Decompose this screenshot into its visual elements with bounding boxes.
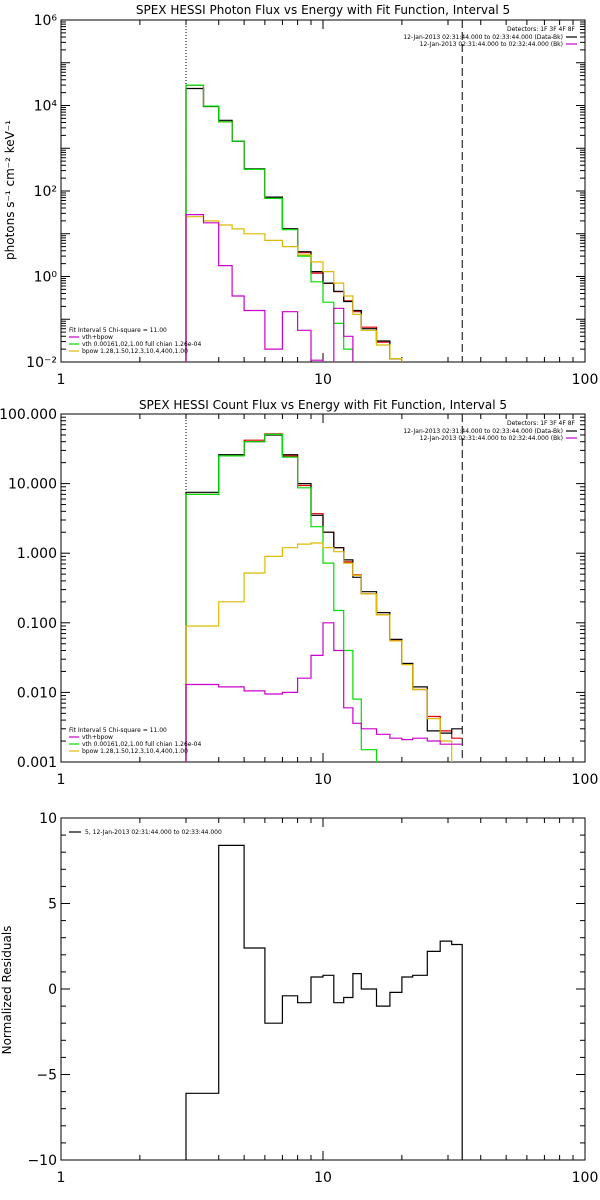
- x-tick-label: 1: [57, 1170, 66, 1186]
- fit-legend-entry: vth 0.00161,02,1.00 full chian 1.26e-04: [82, 341, 201, 348]
- y-tick-label: 10.000: [8, 477, 57, 493]
- fit-legend-entry: vth+bpow: [82, 734, 113, 741]
- legend-entry: 12-Jan-2013 02:31:44.000 to 02:33:44.000…: [403, 34, 563, 41]
- x-tick-label: 10: [314, 1170, 332, 1186]
- y-tick-label: −10: [27, 1153, 57, 1169]
- x-tick-label: 100: [572, 372, 599, 388]
- series-model-line: [185, 433, 463, 762]
- legend-entry: 12-Jan-2013 02:31:44.000 to 02:32:44.000…: [420, 435, 563, 442]
- y-tick-label: 10: [39, 811, 57, 827]
- series-data-line: [185, 434, 463, 762]
- series-bpow-line: [185, 542, 453, 762]
- count-flux-plot-area: 1 10 100 0.001 0.010 0.100 1.000 10.000 100.000 D…: [0, 407, 598, 788]
- y-tick-label: −5: [36, 1068, 57, 1084]
- x-tick-label: 10: [314, 372, 332, 388]
- legend-header: Detectors: 1F 3F 4F 8F: [507, 26, 576, 33]
- series-background-line: [185, 622, 463, 762]
- y-tick-label: 0.001: [17, 755, 57, 771]
- series-background-line: [185, 214, 354, 362]
- series-vth-line: [185, 84, 354, 362]
- axes-frame: [60, 413, 586, 763]
- series-vth-line: [185, 433, 378, 762]
- axes-frame: [60, 19, 586, 363]
- y-tick-label: 10⁰: [34, 270, 58, 286]
- x-tick-label: 100: [572, 1170, 599, 1186]
- photon-flux-ylabel: photons s⁻¹ cm⁻² keV⁻¹: [3, 120, 17, 260]
- photon-flux-plot-area: 1 10 100 10⁻² 10⁰ 10² 10⁴ 10⁶ Detectors: 1F 3F 4…: [26, 13, 598, 388]
- legend-header: Detectors: 1F 3F 4F 8F: [507, 420, 576, 427]
- count-flux-title: SPEX HESSI Count Flux vs Energy with Fit…: [139, 398, 507, 412]
- series-residuals-line: [185, 844, 463, 1160]
- x-tick-label: 1: [57, 772, 66, 788]
- residuals-panel: Normalized Residuals 1 10 100 −10 −5 0 5 10 5, 1…: [0, 811, 598, 1186]
- y-tick-label: 0: [48, 982, 57, 998]
- residuals-plot-area: 1 10 100 −10 −5 0 5 10 5, 12-Jan-2013 02:31:44.0…: [27, 811, 598, 1186]
- y-tick-label: 10⁻²: [26, 355, 57, 371]
- fit-legend-entry: bpow 1.28,1.50,12.3,10.4,400,1.00: [82, 348, 188, 355]
- fit-legend-entry: bpow 1.28,1.50,12.3,10.4,400,1.00: [82, 748, 188, 755]
- y-tick-label: 5: [48, 897, 57, 913]
- y-tick-label: 10²: [34, 184, 57, 200]
- x-tick-label: 1: [57, 372, 66, 388]
- y-tick-label: 0.100: [17, 616, 57, 632]
- series-data-line: [185, 87, 403, 362]
- axes-frame: [60, 817, 586, 1161]
- y-tick-label: 100.000: [0, 407, 57, 423]
- photon-flux-panel: SPEX HESSI Photon Flux vs Energy with Fi…: [3, 3, 598, 388]
- legend-entry: 5, 12-Jan-2013 02:31:44.000 to 02:33:44.…: [85, 829, 222, 836]
- photon-flux-title: SPEX HESSI Photon Flux vs Energy with Fi…: [136, 3, 510, 17]
- legend-entry: 12-Jan-2013 02:31:44.000 to 02:33:44.000…: [403, 428, 563, 435]
- y-tick-label: 1.000: [17, 546, 57, 562]
- series-model-line: [185, 84, 403, 362]
- count-flux-panel: SPEX HESSI Count Flux vs Energy with Fit…: [0, 398, 598, 788]
- residuals-ylabel: Normalized Residuals: [0, 926, 14, 1055]
- y-tick-label: 10⁶: [34, 13, 58, 29]
- x-tick-label: 100: [572, 772, 599, 788]
- fit-legend-entry: vth 0.00161,02,1.00 full chian 1.26e-04: [82, 741, 201, 748]
- y-tick-label: 10⁴: [34, 99, 58, 115]
- fit-legend-entry: vth+bpow: [82, 334, 113, 341]
- series-bpow-line: [185, 216, 403, 362]
- y-tick-label: 0.010: [17, 685, 57, 701]
- x-tick-label: 10: [314, 772, 332, 788]
- fit-legend-header: Fit Interval 5 Chi-square = 11.00: [69, 727, 167, 734]
- fit-legend-header: Fit Interval 5 Chi-square = 11.00: [69, 327, 167, 334]
- legend-entry: 12-Jan-2013 02:31:44.000 to 02:32:44.000…: [420, 41, 563, 48]
